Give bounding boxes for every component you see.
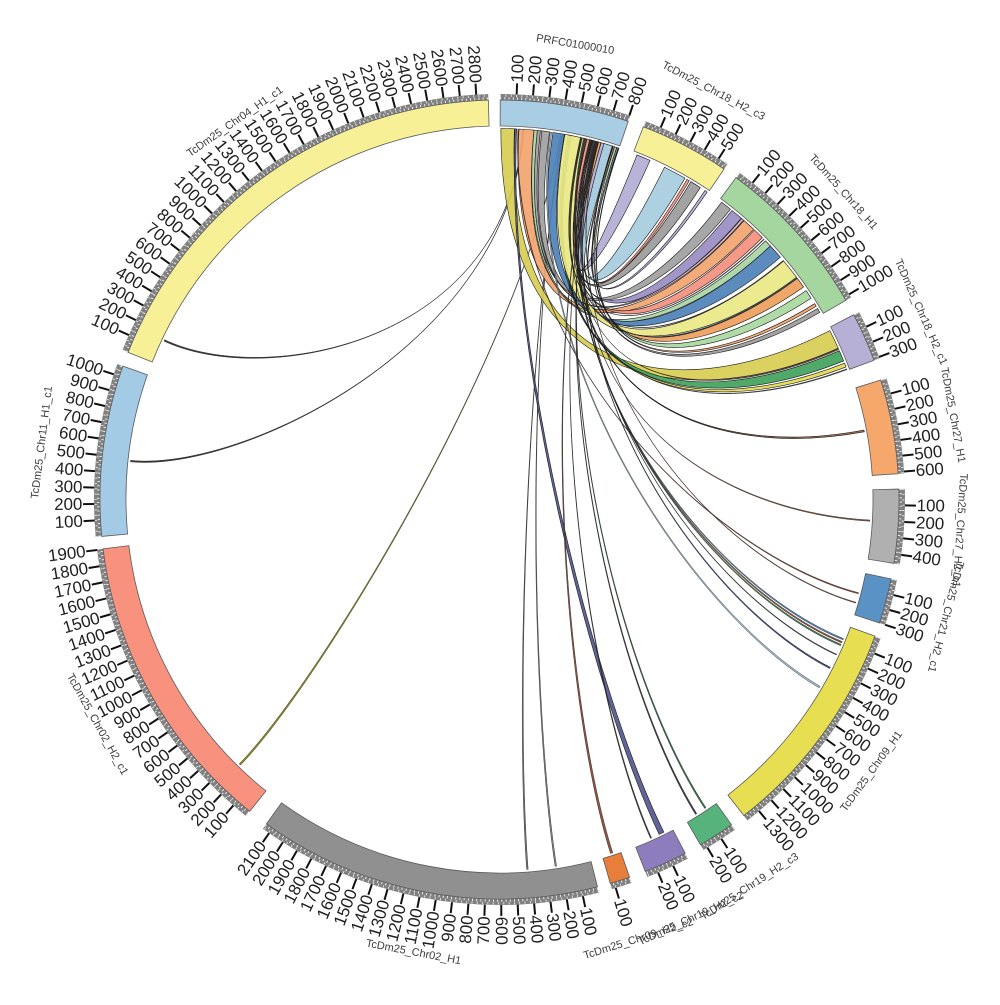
svg-text:700: 700 [474,916,494,945]
svg-text:100: 100 [54,512,83,532]
svg-text:600: 600 [915,459,944,480]
svg-text:2800: 2800 [464,45,485,84]
svg-text:600: 600 [492,917,511,945]
svg-text:200: 200 [54,495,82,514]
svg-text:300: 300 [54,477,83,497]
svg-text:400: 400 [912,547,943,570]
